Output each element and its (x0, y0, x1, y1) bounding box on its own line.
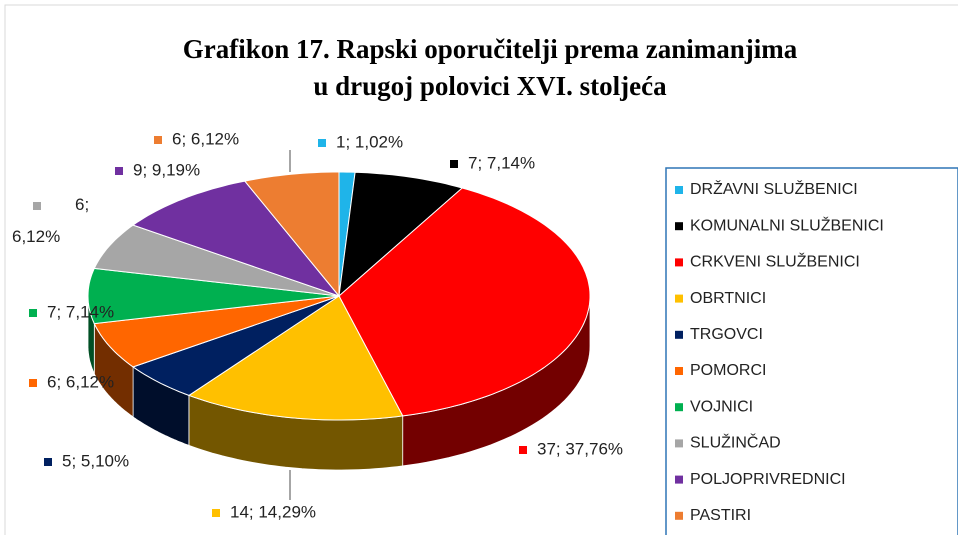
legend-swatch (675, 258, 683, 267)
data-label: 7; 7,14% (47, 302, 114, 321)
legend-label: CRKVENI SLUŽBENICI (690, 252, 860, 271)
label-marker (519, 446, 527, 454)
pie-slice (87, 267, 340, 325)
data-label: 7; 7,14% (468, 153, 535, 172)
chart-title: Grafikon 17. Rapski oporučitelji prema z… (183, 34, 798, 64)
label-marker (154, 136, 162, 144)
data-label: 6; 6,12% (47, 372, 114, 391)
data-label-line: 6,12% (12, 227, 60, 246)
data-label: 1; 1,02% (336, 132, 403, 151)
data-label: 37; 37,76% (537, 439, 623, 458)
pie-sides (87, 295, 591, 471)
pie-slice (187, 295, 404, 421)
legend-swatch (675, 294, 683, 303)
label-marker (318, 139, 326, 147)
label-marker (33, 202, 41, 210)
legend-label: OBRTNICI (690, 290, 766, 307)
legend-swatch (675, 330, 683, 339)
label-marker (29, 379, 37, 387)
legend-swatch (675, 439, 683, 448)
legend-swatch (675, 222, 683, 231)
label-marker (44, 458, 52, 466)
pie-slice (338, 187, 591, 417)
pie-slice (93, 295, 340, 368)
pie-slice (338, 171, 464, 298)
legend-swatch (675, 511, 683, 520)
data-label: 14; 14,29% (230, 502, 316, 521)
legend-label: SLUŽINČAD (690, 433, 781, 452)
label-marker (115, 167, 123, 175)
data-label: 5; 5,10% (62, 451, 129, 470)
data-label-line: 6; (75, 195, 89, 214)
legend-label: KOMUNALNI SLUŽBENICI (690, 215, 884, 234)
pie-slice (132, 180, 341, 298)
data-label: 6; 6,12% (12, 195, 89, 246)
legend-label: POLJOPRIVREDNICI (690, 471, 846, 488)
label-marker (212, 509, 220, 517)
pie-slice (243, 171, 340, 298)
data-label: 9; 9,19% (133, 160, 200, 179)
legend-swatch (675, 475, 683, 484)
legend-label: DRŽAVNI SLUŽBENICI (690, 179, 858, 198)
legend-label: PASTIRI (690, 507, 751, 524)
pie-tops (87, 171, 591, 421)
pie-slice (132, 295, 340, 396)
chart-title: u drugoj polovici XVI. stoljeća (313, 71, 667, 101)
label-marker (29, 309, 37, 317)
legend-label: VOJNICI (690, 398, 753, 415)
pie-slice (93, 224, 340, 297)
legend-swatch (675, 367, 683, 375)
legend-box (665, 167, 958, 535)
legend-swatch (675, 186, 683, 194)
legend-swatch (675, 403, 683, 412)
data-label: 6; 6,12% (172, 129, 239, 148)
label-marker (450, 160, 458, 168)
legend-label: POMORCI (690, 362, 766, 379)
legend-label: TRGOVCI (690, 326, 763, 343)
